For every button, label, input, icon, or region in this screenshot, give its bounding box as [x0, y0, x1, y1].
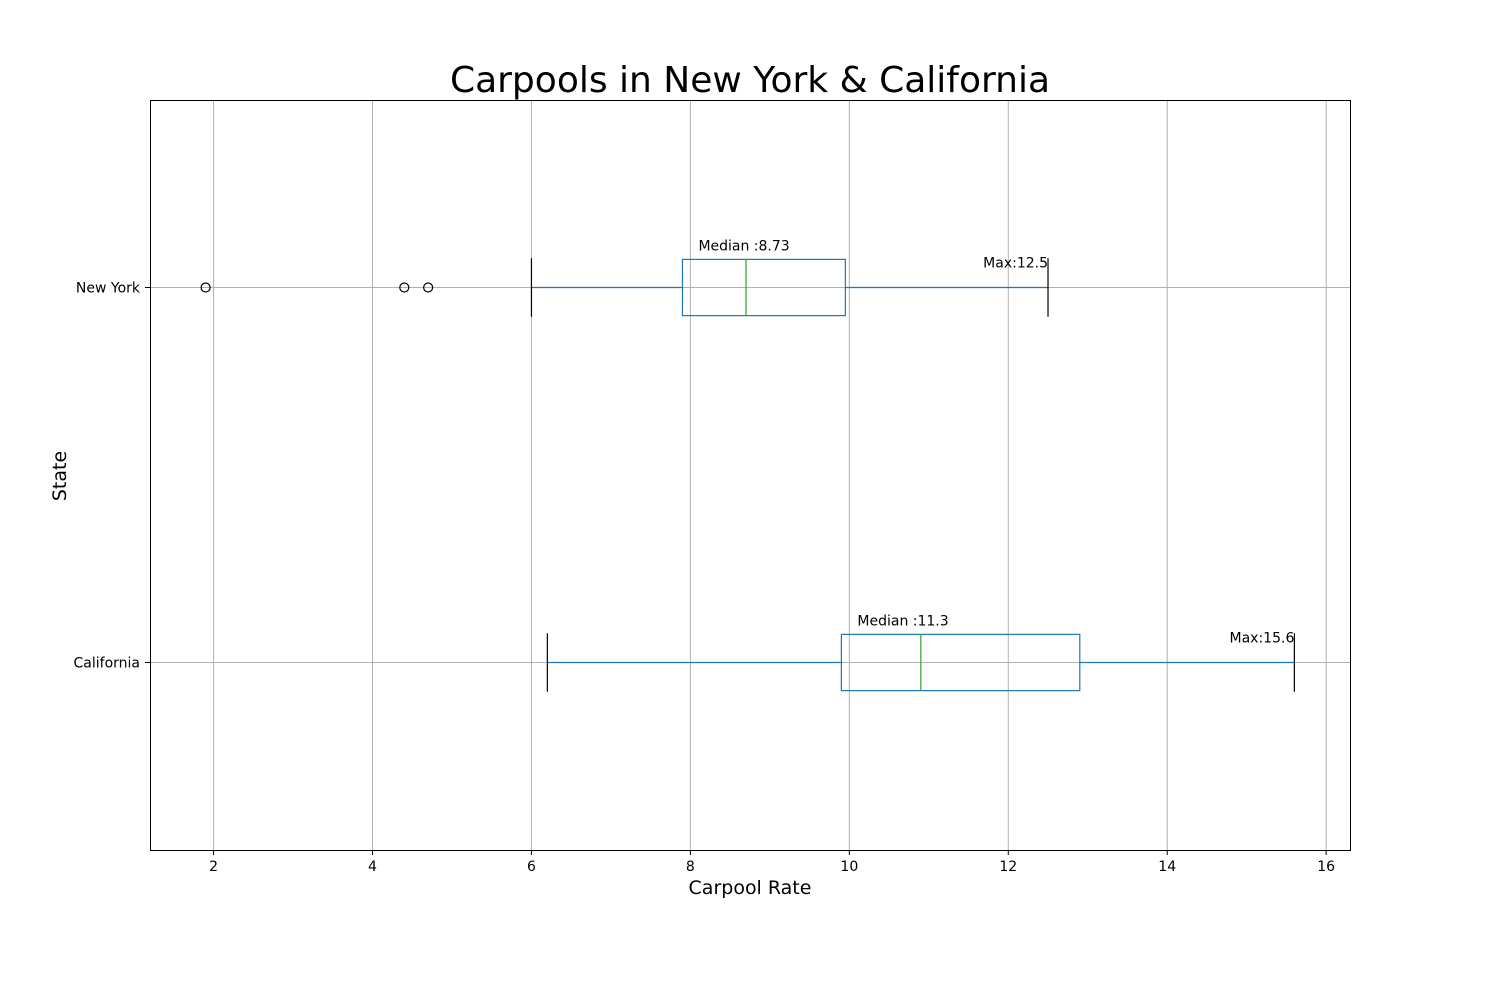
x-tick-label: 6	[527, 859, 536, 875]
iqr-box	[840, 633, 1081, 692]
x-axis-ticks: 2 4 6 8 10 12 14 16	[209, 850, 1335, 875]
box-group-new-york: Median :8.73 Max:12.5	[200, 238, 1049, 317]
y-axis-ticks: New York California	[74, 281, 150, 672]
median-annotation: Median :8.73	[698, 238, 789, 254]
median-annotation: Median :11.3	[857, 613, 948, 629]
y-tick-label: California	[74, 656, 140, 672]
x-axis-label: Carpool Rate	[689, 877, 812, 899]
x-tick-label: 16	[1317, 859, 1335, 875]
max-annotation: Max:12.5	[983, 256, 1048, 272]
outlier-point	[200, 282, 211, 293]
x-tick-label: 10	[840, 859, 858, 875]
max-annotation: Max:15.6	[1230, 631, 1295, 647]
x-tick-label: 4	[368, 859, 377, 875]
outlier-point	[399, 282, 410, 293]
x-tick-label: 14	[1158, 859, 1176, 875]
plot-area: Median :8.73 Max:12.5 Median :11.3 Max:15.6	[200, 238, 1295, 692]
chart-title: Carpools in New York & California	[450, 60, 1050, 101]
grid-lines	[150, 100, 1350, 850]
box-group-california: Median :11.3 Max:15.6	[546, 613, 1295, 692]
x-tick-label: 12	[999, 859, 1017, 875]
y-tick-label: New York	[76, 281, 141, 297]
y-axis-label: State	[49, 451, 71, 501]
outlier-point	[423, 282, 434, 293]
iqr-box	[681, 258, 846, 317]
x-tick-label: 2	[209, 859, 218, 875]
plot-frame	[150, 100, 1351, 851]
x-tick-label: 8	[686, 859, 695, 875]
